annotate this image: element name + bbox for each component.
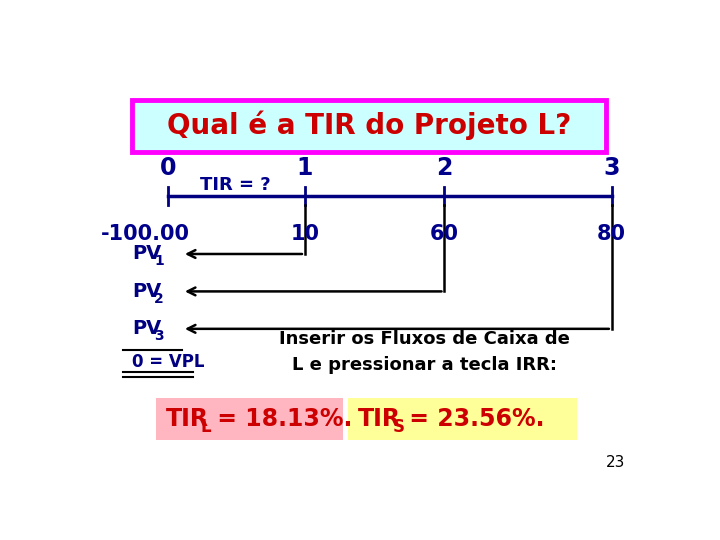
Text: 3: 3: [154, 329, 163, 343]
Text: PV: PV: [132, 245, 161, 264]
Text: 2: 2: [436, 156, 452, 180]
Text: -100.00: -100.00: [102, 224, 190, 244]
Text: TIR: TIR: [166, 407, 209, 431]
Text: 0 = VPL: 0 = VPL: [132, 353, 204, 371]
Text: PV: PV: [132, 319, 161, 339]
Text: PV: PV: [132, 282, 161, 301]
Text: 1: 1: [154, 254, 164, 268]
FancyBboxPatch shape: [132, 100, 606, 152]
Text: TIR: TIR: [358, 407, 401, 431]
Text: S: S: [392, 417, 405, 436]
Text: TIR = ?: TIR = ?: [199, 176, 271, 194]
Text: 23: 23: [606, 455, 626, 470]
Text: 1: 1: [297, 156, 313, 180]
Text: Inserir os Fluxos de Caixa de: Inserir os Fluxos de Caixa de: [279, 330, 570, 348]
Text: 2: 2: [154, 292, 164, 306]
FancyBboxPatch shape: [156, 399, 343, 440]
Text: Qual é a TIR do Projeto L?: Qual é a TIR do Projeto L?: [167, 110, 571, 140]
Text: L e pressionar a tecla IRR:: L e pressionar a tecla IRR:: [292, 356, 557, 374]
Text: = 18.13%.: = 18.13%.: [210, 407, 353, 431]
Text: 0: 0: [160, 156, 176, 180]
Text: 3: 3: [603, 156, 620, 180]
Text: 80: 80: [597, 224, 626, 244]
Text: 10: 10: [290, 224, 320, 244]
FancyBboxPatch shape: [348, 399, 577, 440]
Text: 60: 60: [430, 224, 459, 244]
Text: = 23.56%.: = 23.56%.: [401, 407, 545, 431]
Text: L: L: [200, 417, 211, 436]
